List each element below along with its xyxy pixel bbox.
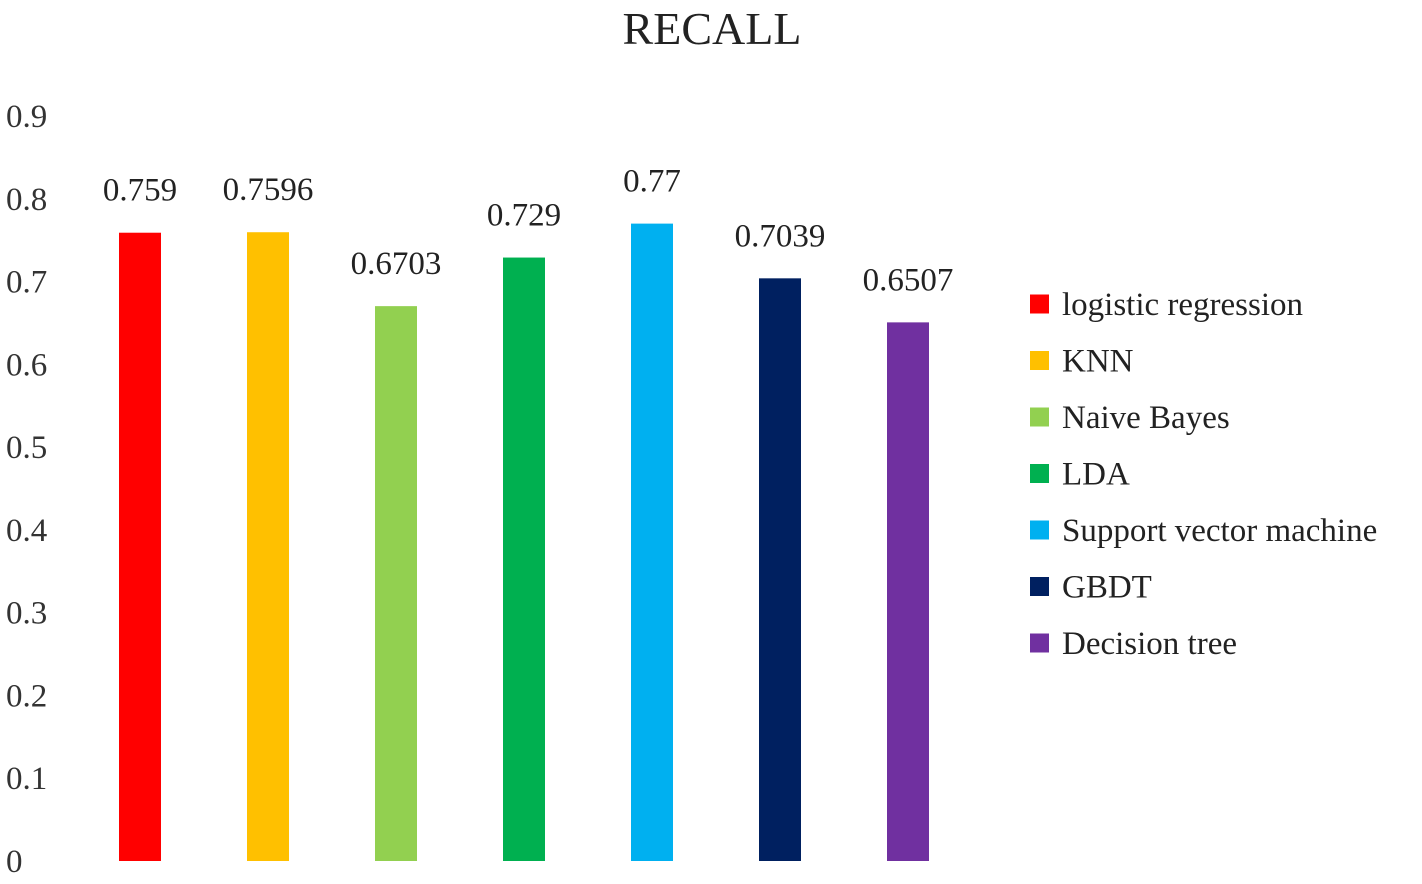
bar-gbdt <box>759 278 801 861</box>
legend-label: Naive Bayes <box>1062 400 1230 436</box>
data-label: 0.6703 <box>351 246 442 282</box>
legend-swatch <box>1030 633 1049 653</box>
legend-label: LDA <box>1062 457 1130 493</box>
legend: logistic regression KNN Naive Bayes LDA Supp… <box>1030 287 1377 662</box>
y-tick-label: 0.4 <box>6 513 47 549</box>
y-tick-label: 0.1 <box>6 761 47 797</box>
bar-naive-bayes <box>375 306 417 861</box>
legend-label: Decision tree <box>1062 626 1237 662</box>
legend-swatch <box>1030 294 1049 314</box>
bar-support-vector-machine <box>631 223 673 862</box>
bar-group <box>119 223 929 862</box>
legend-swatch <box>1030 351 1049 370</box>
legend-label: GBDT <box>1062 570 1152 606</box>
legend-swatch <box>1030 520 1049 540</box>
chart-title: RECALL <box>623 3 802 54</box>
data-label: 0.7039 <box>735 218 826 254</box>
bar-knn <box>247 232 289 862</box>
data-label: 0.7596 <box>223 172 314 208</box>
data-label: 0.77 <box>623 164 681 200</box>
legend-label: KNN <box>1062 344 1134 380</box>
legend-label: Support vector machine <box>1062 513 1377 549</box>
y-tick-label: 0.5 <box>6 430 47 466</box>
y-tick-label: 0 <box>6 844 23 880</box>
legend-label: logistic regression <box>1062 287 1303 323</box>
y-tick-label: 0.3 <box>6 596 47 632</box>
y-tick-label: 0.9 <box>6 99 47 135</box>
y-tick-label: 0.2 <box>6 678 47 714</box>
legend-swatch <box>1030 407 1049 427</box>
y-tick-label: 0.6 <box>6 347 47 383</box>
bar-decision-tree <box>887 322 929 861</box>
data-label: 0.759 <box>103 173 177 209</box>
bar-logistic-regression <box>119 232 161 861</box>
y-tick-label: 0.8 <box>6 182 47 218</box>
y-tick-label: 0.7 <box>6 265 47 301</box>
legend-swatch <box>1030 577 1049 596</box>
legend-swatch <box>1030 464 1049 483</box>
data-label: 0.729 <box>487 198 561 234</box>
y-axis-ticks: 0 0.1 0.2 0.3 0.4 0.5 0.6 0.7 0.8 0.9 <box>6 99 47 880</box>
data-label-group: 0.759 0.7596 0.6703 0.729 0.77 0.7039 0.6507 <box>103 164 954 299</box>
data-label: 0.6507 <box>863 262 954 298</box>
bar-lda <box>503 257 545 861</box>
